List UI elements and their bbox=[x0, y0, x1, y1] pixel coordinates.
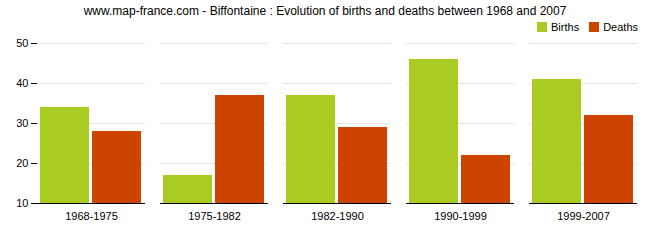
svg-text:50: 50 bbox=[16, 37, 28, 49]
svg-text:1990-1999: 1990-1999 bbox=[434, 210, 487, 222]
svg-text:1968-1975: 1968-1975 bbox=[65, 210, 118, 222]
svg-text:20: 20 bbox=[16, 157, 28, 169]
html-text:Births: Births bbox=[551, 21, 580, 33]
svg-text:10: 10 bbox=[16, 197, 28, 209]
svg-text:40: 40 bbox=[16, 77, 28, 89]
svg-text:1975-1982: 1975-1982 bbox=[188, 210, 241, 222]
svg-text:1999-2007: 1999-2007 bbox=[557, 210, 610, 222]
svg-text:30: 30 bbox=[16, 117, 28, 129]
html-text:www.map-france.com - Biffontai: www.map-france.com - Biffontaine : Evolu… bbox=[83, 4, 567, 18]
html-text:Deaths: Deaths bbox=[603, 21, 638, 33]
svg-text:1982-1990: 1982-1990 bbox=[311, 210, 364, 222]
